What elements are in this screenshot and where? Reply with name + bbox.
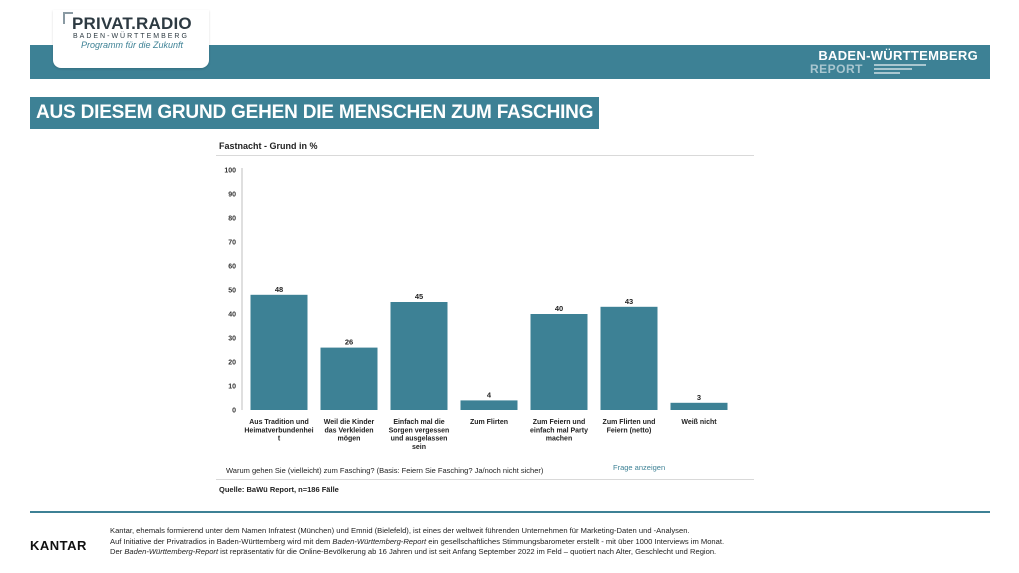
y-tick-label: 100 [224, 168, 236, 175]
x-tick-label-line: Heimatverbundenhei [244, 427, 313, 434]
kantar-logo: KANTAR [30, 538, 87, 553]
data-label: 4 [487, 390, 492, 399]
question-divider [216, 479, 754, 480]
footer-line-2: Auf Initiative der Privatradios in Baden… [110, 536, 725, 546]
footer-line-1: Kantar, ehemals formierend unter dem Nam… [110, 526, 690, 535]
footer-text: Kantar, ehemals formierend unter dem Nam… [110, 526, 724, 558]
chart-title: Fastnacht - Grund in % [219, 141, 318, 151]
bar [320, 347, 378, 410]
x-tick-label-line: Zum Flirten und [603, 419, 656, 426]
report-lines-icon [874, 64, 926, 74]
bar [530, 314, 588, 410]
data-label: 3 [697, 393, 701, 402]
bar-chart: 0 10 20 30 40 50 60 70 80 90 100 48 Aus Tradition un… [224, 168, 728, 451]
bar [600, 306, 658, 410]
logo-subtitle: BADEN-WÜRTTEMBERG [73, 33, 189, 40]
question-text: Warum gehen Sie (vielleicht) zum Faschin… [226, 466, 544, 475]
x-tick-label: Weil die Kinder das Verkleiden mögen [324, 419, 375, 443]
y-tick-label: 80 [228, 216, 236, 223]
y-tick-label: 70 [228, 240, 236, 247]
y-tick-label: 0 [232, 408, 236, 415]
report-subtitle: REPORT [810, 62, 864, 76]
privat-radio-logo[interactable] [53, 10, 209, 68]
y-tick-label: 10 [228, 384, 236, 391]
x-tick-label-line: und ausgelassen [391, 436, 448, 443]
logo-bracket-icon [63, 12, 73, 24]
data-label: 45 [415, 292, 423, 301]
data-label: 26 [345, 338, 353, 347]
x-tick-label: Zum Flirten [470, 419, 508, 426]
x-tick-label-line: t [278, 436, 281, 443]
x-tick-label-line: Sorgen vergessen [389, 427, 450, 434]
x-tick-label-line: einfach mal Party [530, 427, 588, 434]
x-tick-label-line: Feiern (netto) [607, 427, 652, 434]
x-tick-label: Zum Feiern und einfach mal Party machen [530, 419, 588, 443]
x-tick-label: Einfach mal die Sorgen vergessen und ausge… [389, 419, 450, 451]
data-label: 48 [275, 285, 283, 294]
x-tick-label: Aus Tradition und Heimatverbundenhei t [244, 419, 313, 443]
y-tick-label: 40 [228, 312, 236, 319]
logo-tagline: Programm für die Zukunft [81, 40, 184, 50]
data-label: 43 [625, 297, 633, 306]
source-note: Quelle: BaWü Report, n=186 Fälle [219, 485, 339, 494]
x-tick-label-line: das Verkleiden [324, 427, 373, 434]
x-tick-label: Zum Flirten und Feiern (netto) [603, 419, 656, 434]
x-tick-label-line: Zum Flirten [470, 419, 508, 426]
bar [460, 400, 518, 410]
x-tick-label-line: Zum Feiern und [533, 419, 586, 426]
footer-line-3: Der Baden-Württemberg-Report ist repräse… [110, 547, 717, 556]
x-tick-label-line: machen [546, 436, 572, 443]
bar [670, 402, 728, 410]
footer-divider [30, 511, 990, 513]
y-tick-label: 50 [228, 288, 236, 295]
bar [250, 294, 308, 410]
y-tick-label: 30 [228, 336, 236, 343]
title-divider [216, 155, 754, 156]
y-tick-label: 20 [228, 360, 236, 367]
y-tick-label: 60 [228, 264, 236, 271]
x-tick-label-line: Weil die Kinder [324, 419, 375, 426]
y-tick-label: 90 [228, 192, 236, 199]
page-headline: AUS DIESEM GRUND GEHEN DIE MENSCHEN ZUM … [30, 97, 600, 129]
x-tick-label-line: sein [412, 444, 426, 451]
bar [390, 302, 448, 410]
x-tick-label: Weiß nicht [681, 419, 717, 426]
logo-title: PRIVAT.RADIO [72, 14, 192, 33]
report-title: BADEN-WÜRTTEMBERG [818, 48, 978, 63]
show-question-link[interactable]: Frage anzeigen [613, 463, 666, 472]
x-tick-label-line: mögen [338, 436, 361, 443]
data-label: 40 [555, 304, 563, 313]
x-tick-label-line: Aus Tradition und [249, 419, 309, 426]
x-tick-label-line: Weiß nicht [681, 419, 717, 426]
x-tick-label-line: Einfach mal die [393, 419, 444, 426]
